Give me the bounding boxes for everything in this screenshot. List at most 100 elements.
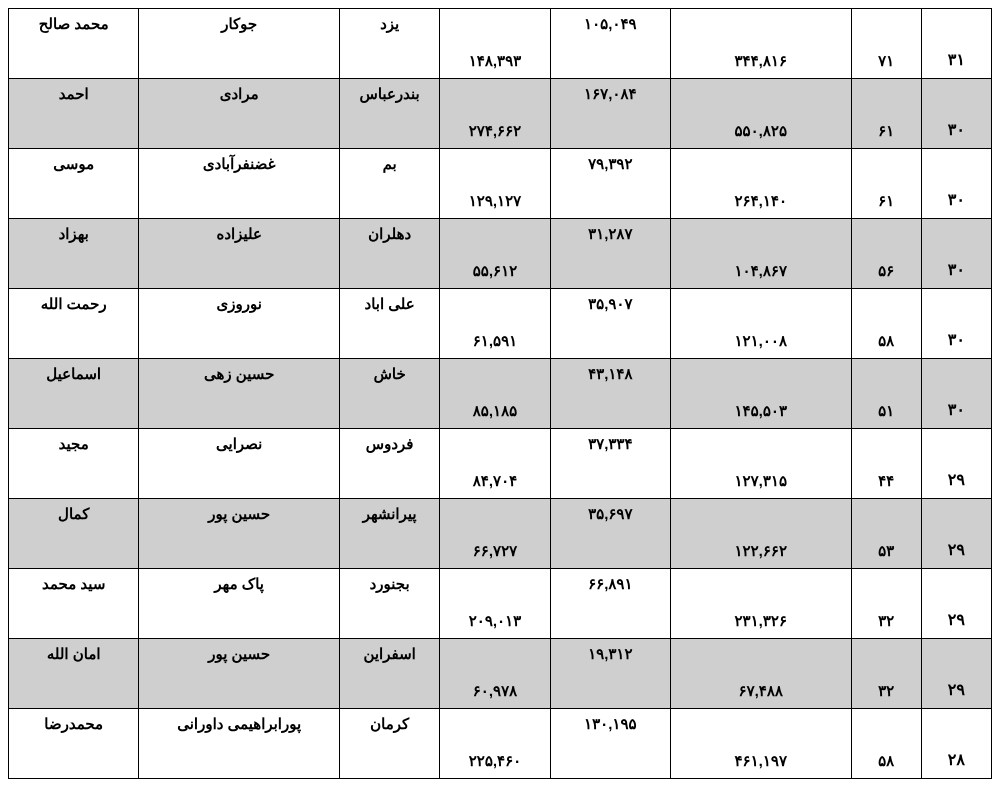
cell-n4: ۵۸ bbox=[851, 289, 921, 359]
cell-n1: ۱۴۸,۳۹۳ bbox=[440, 9, 550, 79]
cell-n2: ۱۹,۳۱۲ bbox=[550, 639, 670, 709]
cell-n2: ۱۳۰,۱۹۵ bbox=[550, 709, 670, 779]
cell-n3: ۱۴۵,۵۰۳ bbox=[670, 359, 851, 429]
cell-last-name: حسین پور bbox=[139, 639, 340, 709]
cell-n2: ۱۶۷,۰۸۴ bbox=[550, 79, 670, 149]
cell-n4: ۵۸ bbox=[851, 709, 921, 779]
cell-n5: ۲۹ bbox=[921, 499, 991, 569]
cell-n3: ۳۴۴,۸۱۶ bbox=[670, 9, 851, 79]
cell-city: اسفراین bbox=[340, 639, 440, 709]
cell-n2: ۶۶,۸۹۱ bbox=[550, 569, 670, 639]
table-row: کمالحسین پورپیرانشهر۶۶,۷۲۷۳۵,۶۹۷۱۲۲,۶۶۲۵… bbox=[9, 499, 992, 569]
cell-last-name: علیزاده bbox=[139, 219, 340, 289]
table-row: اسماعیلحسین زهیخاش۸۵,۱۸۵۴۳,۱۴۸۱۴۵,۵۰۳۵۱۳… bbox=[9, 359, 992, 429]
cell-n3: ۶۷,۴۸۸ bbox=[670, 639, 851, 709]
cell-last-name: غضنفرآبادی bbox=[139, 149, 340, 219]
cell-n5: ۳۰ bbox=[921, 149, 991, 219]
cell-first-name: محمدرضا bbox=[9, 709, 139, 779]
cell-n5: ۳۱ bbox=[921, 9, 991, 79]
cell-first-name: موسی bbox=[9, 149, 139, 219]
cell-city: یزد bbox=[340, 9, 440, 79]
cell-last-name: مرادی bbox=[139, 79, 340, 149]
cell-n5: ۳۰ bbox=[921, 219, 991, 289]
cell-city: بم bbox=[340, 149, 440, 219]
cell-last-name: نصرایی bbox=[139, 429, 340, 499]
cell-city: خاش bbox=[340, 359, 440, 429]
cell-n3: ۱۲۷,۳۱۵ bbox=[670, 429, 851, 499]
cell-first-name: مجید bbox=[9, 429, 139, 499]
table-row: بهزادعلیزادهدهلران۵۵,۶۱۲۳۱,۲۸۷۱۰۴,۸۶۷۵۶۳… bbox=[9, 219, 992, 289]
table-row: مجیدنصراییفردوس۸۴,۷۰۴۳۷,۳۳۴۱۲۷,۳۱۵۴۴۲۹ bbox=[9, 429, 992, 499]
table-row: احمدمرادیبندرعباس۲۷۴,۶۶۲۱۶۷,۰۸۴۵۵۰,۸۲۵۶۱… bbox=[9, 79, 992, 149]
cell-n1: ۸۴,۷۰۴ bbox=[440, 429, 550, 499]
cell-city: فردوس bbox=[340, 429, 440, 499]
cell-n2: ۳۷,۳۳۴ bbox=[550, 429, 670, 499]
cell-last-name: پورابراهیمی داورانی bbox=[139, 709, 340, 779]
cell-last-name: پاک مهر bbox=[139, 569, 340, 639]
cell-last-name: حسین زهی bbox=[139, 359, 340, 429]
cell-n4: ۶۱ bbox=[851, 79, 921, 149]
cell-first-name: احمد bbox=[9, 79, 139, 149]
cell-first-name: اسماعیل bbox=[9, 359, 139, 429]
page-container: { "table": { "row_background_plain": "#f… bbox=[0, 0, 1000, 787]
table-row: سید محمدپاک مهربجنورد۲۰۹,۰۱۳۶۶,۸۹۱۲۳۱,۳۲… bbox=[9, 569, 992, 639]
cell-city: علی اباد bbox=[340, 289, 440, 359]
cell-last-name: حسین پور bbox=[139, 499, 340, 569]
cell-city: بندرعباس bbox=[340, 79, 440, 149]
cell-n5: ۳۰ bbox=[921, 79, 991, 149]
cell-n3: ۱۲۱,۰۰۸ bbox=[670, 289, 851, 359]
cell-n4: ۵۱ bbox=[851, 359, 921, 429]
cell-first-name: محمد صالح bbox=[9, 9, 139, 79]
cell-n4: ۳۲ bbox=[851, 639, 921, 709]
cell-n3: ۲۳۱,۳۲۶ bbox=[670, 569, 851, 639]
cell-city: پیرانشهر bbox=[340, 499, 440, 569]
cell-n5: ۳۰ bbox=[921, 359, 991, 429]
cell-n4: ۳۲ bbox=[851, 569, 921, 639]
cell-n4: ۷۱ bbox=[851, 9, 921, 79]
cell-n1: ۱۲۹,۱۲۷ bbox=[440, 149, 550, 219]
cell-n2: ۷۹,۳۹۲ bbox=[550, 149, 670, 219]
data-table: محمد صالحجوکاریزد۱۴۸,۳۹۳۱۰۵,۰۴۹۳۴۴,۸۱۶۷۱… bbox=[8, 8, 992, 779]
cell-n5: ۲۹ bbox=[921, 639, 991, 709]
cell-first-name: کمال bbox=[9, 499, 139, 569]
cell-city: بجنورد bbox=[340, 569, 440, 639]
cell-n3: ۱۰۴,۸۶۷ bbox=[670, 219, 851, 289]
cell-n4: ۶۱ bbox=[851, 149, 921, 219]
cell-n1: ۶۱,۵۹۱ bbox=[440, 289, 550, 359]
cell-first-name: رحمت الله bbox=[9, 289, 139, 359]
cell-n5: ۲۹ bbox=[921, 429, 991, 499]
cell-n5: ۲۹ bbox=[921, 569, 991, 639]
cell-city: دهلران bbox=[340, 219, 440, 289]
cell-city: کرمان bbox=[340, 709, 440, 779]
cell-first-name: سید محمد bbox=[9, 569, 139, 639]
cell-first-name: امان الله bbox=[9, 639, 139, 709]
cell-first-name: بهزاد bbox=[9, 219, 139, 289]
table-row: رحمت اللهنوروزیعلی اباد۶۱,۵۹۱۳۵,۹۰۷۱۲۱,۰… bbox=[9, 289, 992, 359]
table-row: محمد صالحجوکاریزد۱۴۸,۳۹۳۱۰۵,۰۴۹۳۴۴,۸۱۶۷۱… bbox=[9, 9, 992, 79]
table-row: محمدرضاپورابراهیمی داورانیکرمان۲۲۵,۴۶۰۱۳… bbox=[9, 709, 992, 779]
cell-n4: ۵۳ bbox=[851, 499, 921, 569]
cell-n1: ۲۲۵,۴۶۰ bbox=[440, 709, 550, 779]
cell-n2: ۳۱,۲۸۷ bbox=[550, 219, 670, 289]
cell-last-name: نوروزی bbox=[139, 289, 340, 359]
cell-last-name: جوکار bbox=[139, 9, 340, 79]
cell-n3: ۵۵۰,۸۲۵ bbox=[670, 79, 851, 149]
cell-n3: ۴۶۱,۱۹۷ bbox=[670, 709, 851, 779]
cell-n5: ۲۸ bbox=[921, 709, 991, 779]
cell-n4: ۵۶ bbox=[851, 219, 921, 289]
cell-n3: ۲۶۴,۱۴۰ bbox=[670, 149, 851, 219]
cell-n5: ۳۰ bbox=[921, 289, 991, 359]
cell-n1: ۵۵,۶۱۲ bbox=[440, 219, 550, 289]
cell-n1: ۸۵,۱۸۵ bbox=[440, 359, 550, 429]
cell-n1: ۲۷۴,۶۶۲ bbox=[440, 79, 550, 149]
cell-n1: ۶۰,۹۷۸ bbox=[440, 639, 550, 709]
cell-n2: ۴۳,۱۴۸ bbox=[550, 359, 670, 429]
cell-n2: ۳۵,۶۹۷ bbox=[550, 499, 670, 569]
cell-n2: ۳۵,۹۰۷ bbox=[550, 289, 670, 359]
cell-n1: ۲۰۹,۰۱۳ bbox=[440, 569, 550, 639]
table-row: امان اللهحسین پوراسفراین۶۰,۹۷۸۱۹,۳۱۲۶۷,۴… bbox=[9, 639, 992, 709]
cell-n3: ۱۲۲,۶۶۲ bbox=[670, 499, 851, 569]
table-row: موسیغضنفرآبادیبم۱۲۹,۱۲۷۷۹,۳۹۲۲۶۴,۱۴۰۶۱۳۰ bbox=[9, 149, 992, 219]
cell-n2: ۱۰۵,۰۴۹ bbox=[550, 9, 670, 79]
cell-n1: ۶۶,۷۲۷ bbox=[440, 499, 550, 569]
